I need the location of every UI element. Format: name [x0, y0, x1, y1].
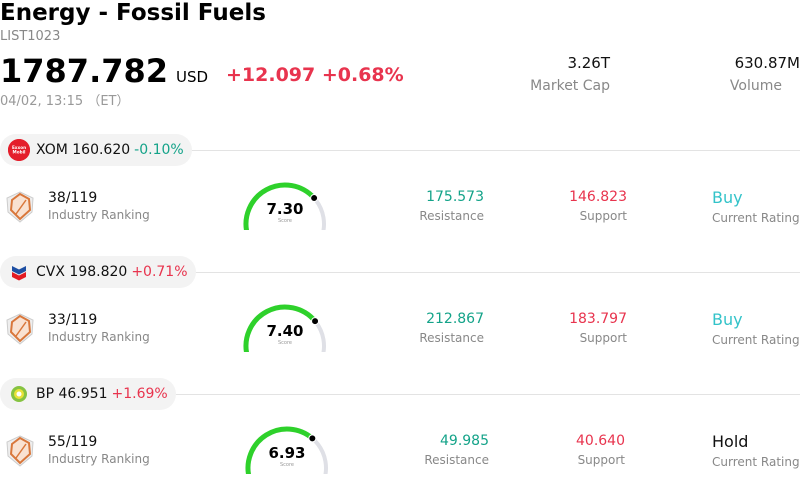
score-value: 6.93	[268, 444, 306, 462]
current-rating: Buy	[712, 310, 743, 329]
industry-rank-value: 38/119	[48, 190, 98, 206]
stock-change: +0.71%	[131, 264, 188, 280]
stock-ticker: BP	[36, 386, 55, 402]
ranking-shield-icon	[6, 313, 34, 345]
stock-price: 160.620	[72, 142, 131, 158]
section-divider	[194, 272, 800, 273]
current-rating: Hold	[712, 432, 749, 451]
score-value: 7.40	[266, 322, 304, 340]
support-value: 183.797	[569, 311, 627, 327]
svg-text:Mobil: Mobil	[13, 150, 26, 155]
score-gauge	[243, 304, 326, 352]
score-value: 7.30	[266, 200, 304, 218]
industry-rank-value: 55/119	[48, 434, 98, 450]
support-label: Support	[579, 331, 627, 345]
current-rating-label: Current Rating	[712, 455, 800, 469]
resistance-label: Resistance	[419, 209, 484, 223]
bp-logo-icon	[8, 383, 30, 405]
industry-rank-label: Industry Ranking	[48, 452, 150, 466]
score-caption: Score	[277, 218, 292, 224]
ranking-shield-icon	[6, 191, 34, 223]
svg-text:Exxon: Exxon	[12, 145, 26, 150]
gauge-fill	[245, 426, 315, 474]
market-cap-value: 3.26T	[567, 54, 610, 72]
exxon-mobil-logo-icon: Exxon Mobil	[8, 139, 30, 161]
volume-value: 630.87M	[734, 54, 800, 72]
stock-pill-cvx[interactable]: CVX 198.820 +0.71%	[0, 256, 196, 288]
score-caption: Score	[277, 340, 292, 346]
list-code: LIST1023	[0, 29, 61, 44]
stock-price: 198.820	[69, 264, 128, 280]
industry-rank-label: Industry Ranking	[48, 330, 150, 344]
gauge-fill	[243, 182, 317, 230]
gauge-indicator-dot	[310, 194, 319, 203]
stock-price: 46.951	[58, 386, 108, 402]
score-gauge	[243, 182, 326, 230]
gauge-fill	[243, 304, 318, 352]
stock-ticker: CVX	[36, 264, 65, 280]
market-cap-label: Market Cap	[530, 78, 610, 94]
resistance-label: Resistance	[419, 331, 484, 345]
score-caption: Score	[279, 462, 294, 468]
volume-label: Volume	[729, 78, 782, 94]
current-rating: Buy	[712, 188, 743, 207]
stock-pill-bp[interactable]: BP 46.951 +1.69%	[0, 378, 176, 410]
gauge-indicator-dot	[308, 434, 317, 443]
industry-rank-value: 33/119	[48, 312, 98, 328]
index-change: +12.097 +0.68%	[226, 64, 404, 86]
stock-change: +1.69%	[111, 386, 168, 402]
support-value: 40.640	[576, 433, 625, 449]
chevron-logo-icon	[8, 261, 30, 283]
support-label: Support	[579, 209, 627, 223]
support-label: Support	[577, 453, 625, 467]
timestamp: 04/02, 13:15 （ET）	[0, 94, 130, 109]
resistance-value: 212.867	[426, 311, 484, 327]
resistance-value: 49.985	[440, 433, 489, 449]
current-rating-label: Current Rating	[712, 211, 800, 225]
currency-label: USD	[176, 68, 209, 86]
resistance-value: 175.573	[426, 189, 484, 205]
stock-pill-xom[interactable]: Exxon Mobil XOM 160.620 -0.10%	[0, 134, 192, 166]
page-title: Energy - Fossil Fuels	[0, 0, 266, 26]
current-rating-label: Current Rating	[712, 333, 800, 347]
score-gauge	[245, 426, 328, 474]
support-value: 146.823	[569, 189, 627, 205]
stock-ticker: XOM	[36, 142, 68, 158]
index-price: 1787.782	[0, 52, 169, 90]
section-divider	[176, 394, 800, 395]
stock-change: -0.10%	[134, 142, 184, 158]
resistance-label: Resistance	[424, 453, 489, 467]
ranking-shield-icon	[6, 435, 34, 467]
gauge-indicator-dot	[311, 317, 320, 326]
industry-rank-label: Industry Ranking	[48, 208, 150, 222]
section-divider	[188, 150, 800, 151]
